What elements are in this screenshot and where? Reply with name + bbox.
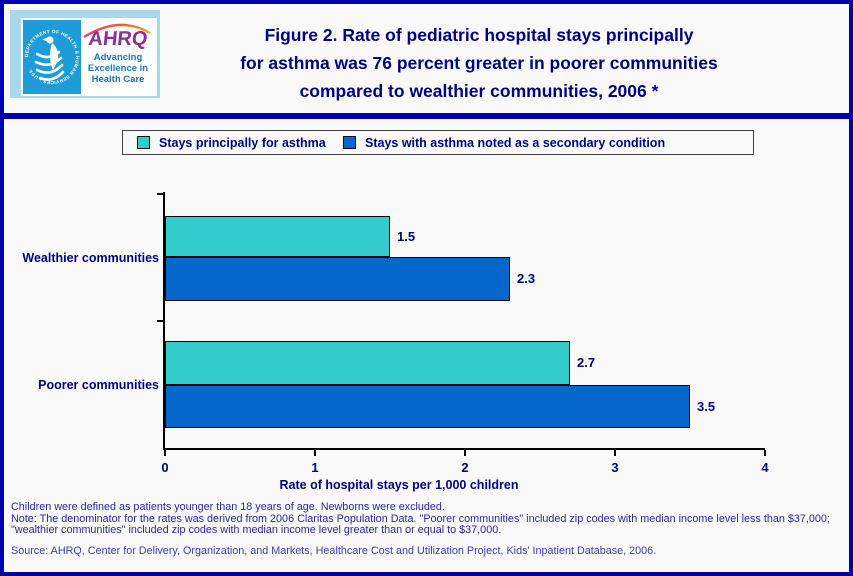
figure-title-line-1: Figure 2. Rate of pediatric hospital sta… bbox=[264, 25, 694, 45]
y-axis-tick bbox=[157, 193, 163, 195]
plot-area: 1.5 2.3 2.7 3.5 0 1 2 3 4 bbox=[157, 192, 769, 475]
legend-label-principal: Stays principally for asthma bbox=[159, 135, 326, 150]
figure-title-line-2: for asthma was 76 percent greater in poo… bbox=[240, 53, 718, 73]
bar-value-label: 2.3 bbox=[517, 271, 536, 286]
ahrq-tagline: Advancing Excellence in Health Care bbox=[87, 52, 149, 85]
figure-title: Figure 2. Rate of pediatric hospital sta… bbox=[144, 21, 814, 105]
ahrq-swoosh-icon bbox=[83, 23, 151, 39]
x-axis-tick-label: 0 bbox=[161, 460, 169, 475]
category-label-wealthier: Wealthier communities bbox=[22, 251, 159, 265]
bar-value-label: 3.5 bbox=[697, 399, 716, 414]
footer-note-line: Note: The denominator for the rates was … bbox=[11, 512, 830, 536]
ahrq-wordmark-panel: AHRQ Advancing Excellence in Health Care bbox=[81, 20, 155, 94]
x-axis-tick bbox=[464, 450, 466, 456]
bar-wealthier-principal bbox=[165, 216, 390, 257]
legend-item-principal: Stays principally for asthma bbox=[137, 131, 326, 154]
x-axis-tick bbox=[314, 450, 316, 456]
hhs-eagle-icon: DEPARTMENT OF HEALTH & HUMAN SERVICES • … bbox=[23, 20, 81, 94]
x-axis-tick bbox=[614, 450, 616, 456]
bar-value-label: 1.5 bbox=[397, 229, 416, 244]
bar-value-label: 2.7 bbox=[577, 355, 596, 370]
category-label-poorer: Poorer communities bbox=[38, 378, 159, 392]
header-divider bbox=[4, 113, 849, 119]
x-axis-tick bbox=[164, 450, 166, 456]
chart-legend: Stays principally for asthma Stays with … bbox=[122, 130, 754, 155]
hhs-ahrq-logo-box: DEPARTMENT OF HEALTH & HUMAN SERVICES • … bbox=[21, 18, 157, 96]
x-axis-tick-label: 1 bbox=[311, 460, 319, 475]
footer-notes: Children were defined as patients younge… bbox=[11, 501, 843, 557]
footer-definition-line: Children were defined as patients younge… bbox=[11, 501, 445, 513]
ahrq-logo: DEPARTMENT OF HEALTH & HUMAN SERVICES • … bbox=[10, 10, 160, 98]
bar-wealthier-secondary bbox=[165, 257, 510, 301]
bar-poorer-secondary bbox=[165, 385, 690, 428]
legend-label-secondary: Stays with asthma noted as a secondary c… bbox=[365, 135, 666, 150]
y-axis-tick bbox=[157, 320, 163, 322]
footer-source-line: Source: AHRQ, Center for Delivery, Organ… bbox=[11, 544, 657, 557]
x-axis-tick bbox=[764, 450, 766, 456]
x-axis-title: Rate of hospital stays per 1,000 childre… bbox=[279, 478, 519, 492]
x-axis-tick-label: 3 bbox=[611, 460, 619, 475]
figure-title-line-3: compared to wealthier communities, 2006 … bbox=[299, 81, 659, 101]
bar-poorer-principal bbox=[165, 341, 570, 385]
legend-swatch-blue-icon bbox=[343, 136, 356, 149]
x-axis-tick-label: 2 bbox=[461, 460, 469, 475]
x-axis-tick-label: 4 bbox=[761, 460, 769, 475]
legend-swatch-teal-icon bbox=[137, 136, 150, 149]
legend-item-secondary: Stays with asthma noted as a secondary c… bbox=[343, 131, 665, 154]
